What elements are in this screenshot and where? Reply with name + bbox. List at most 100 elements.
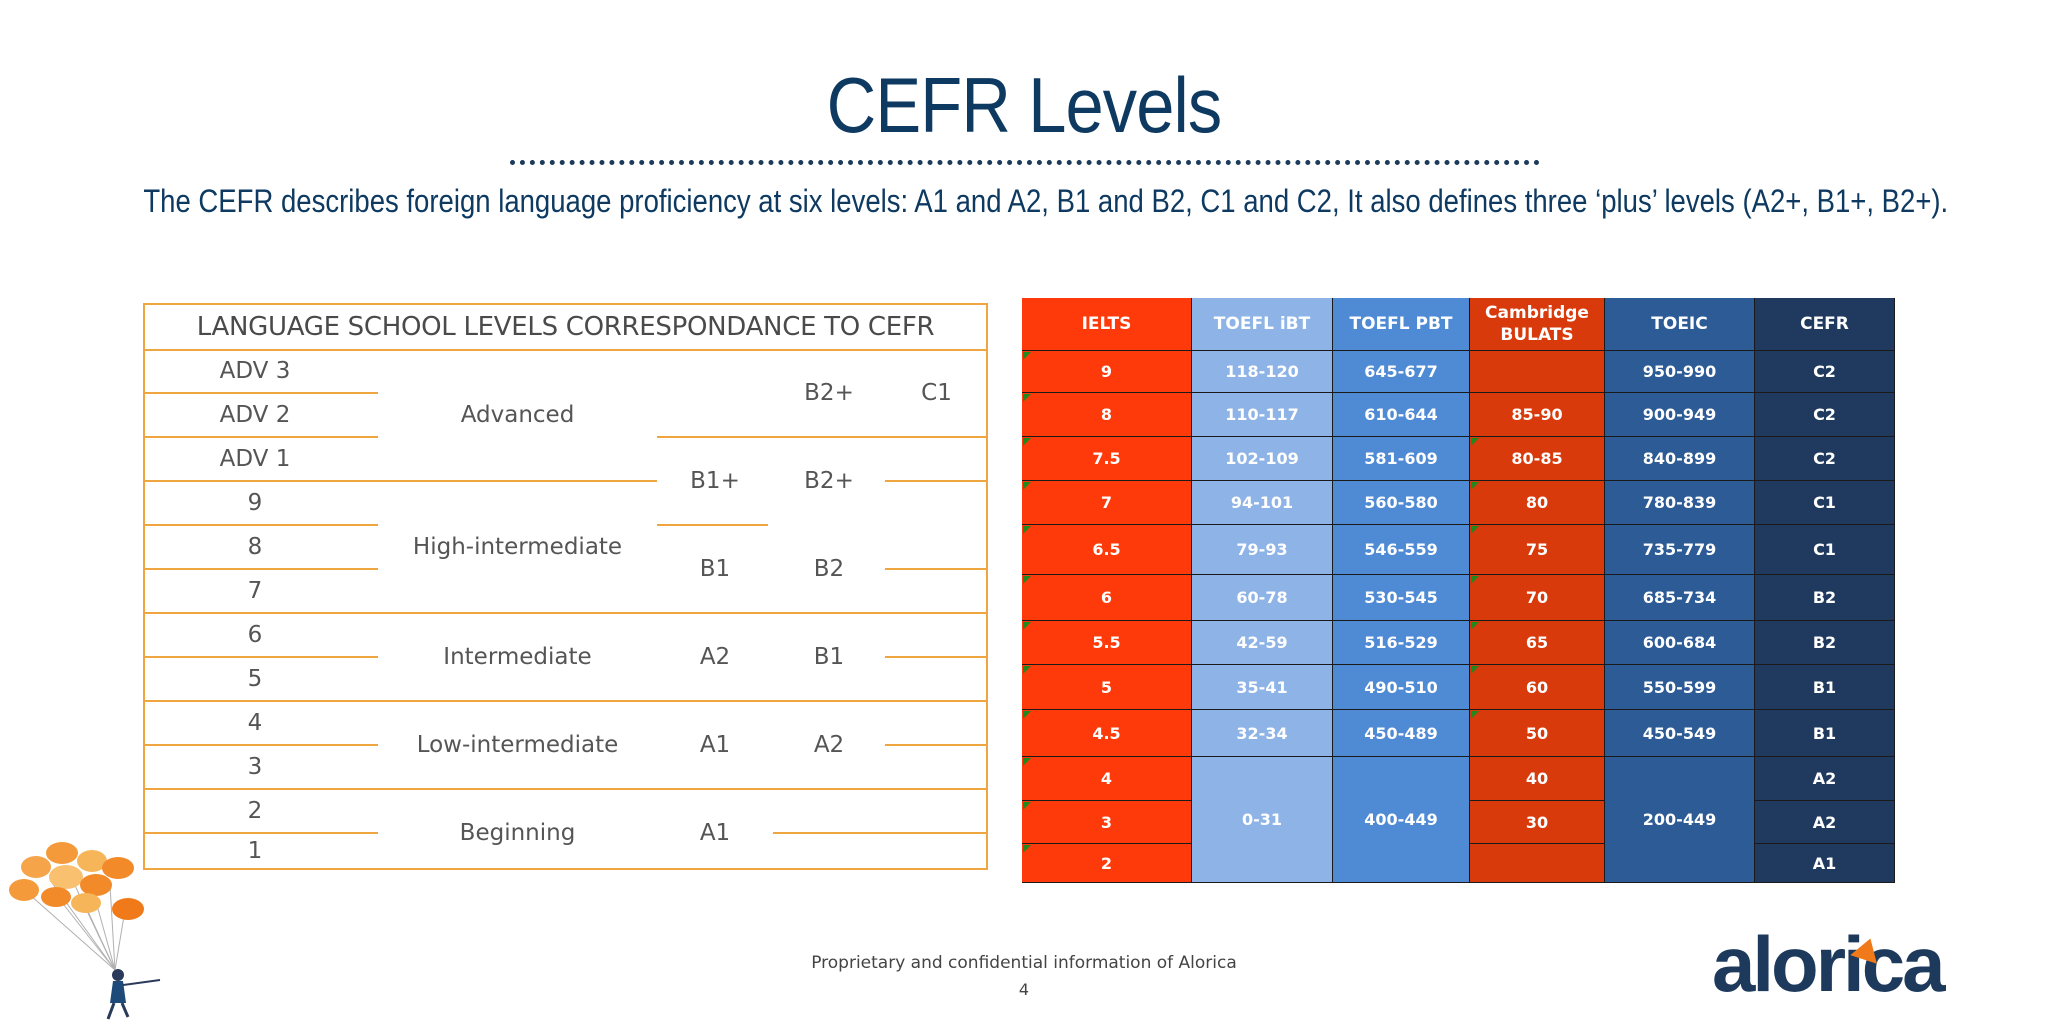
toeic-cell: 685-734 bbox=[1605, 575, 1755, 621]
bulats-cell: 65 bbox=[1470, 621, 1605, 665]
cefr-cell: B2 bbox=[1755, 575, 1895, 621]
bulats-cell bbox=[1470, 351, 1605, 393]
cefr-cell: B1 bbox=[1755, 665, 1895, 710]
toeic-cell: 450-549 bbox=[1605, 710, 1755, 757]
confidential-footer: Proprietary and confidential information… bbox=[811, 953, 1237, 973]
ielts-cell: 7.5 bbox=[1022, 437, 1192, 481]
cefr-cell: C1 bbox=[921, 380, 952, 406]
cefr-cell: B1 bbox=[813, 644, 845, 670]
ielts-cell: 9 bbox=[1022, 351, 1192, 393]
cell-marker-icon bbox=[1471, 526, 1479, 534]
cefr-cell: A2 bbox=[1755, 757, 1895, 801]
ielts-cell: 4.5 bbox=[1022, 710, 1192, 757]
toeic-cell: 780-839 bbox=[1605, 481, 1755, 525]
toefl-pbt-cell: 490-510 bbox=[1333, 665, 1470, 710]
toefl-pbt-cell: 530-545 bbox=[1333, 575, 1470, 621]
toeic-cell: 600-684 bbox=[1605, 621, 1755, 665]
cell-marker-icon bbox=[1471, 666, 1479, 674]
header-cell-toefl-ibt: TOEFL iBT bbox=[1192, 298, 1333, 351]
toefl-pbt-cell: 450-489 bbox=[1333, 710, 1470, 757]
ielts-cell: 2 bbox=[1022, 844, 1192, 883]
toefl-ibt-cell: 110-117 bbox=[1192, 393, 1333, 437]
ielts-cell: 6.5 bbox=[1022, 525, 1192, 575]
level-cell: ADV 2 bbox=[219, 402, 291, 428]
cefr-line bbox=[885, 480, 988, 482]
cefr-line bbox=[885, 656, 988, 658]
level-cell: 4 bbox=[247, 710, 263, 736]
cefr-cell: B2 bbox=[813, 556, 845, 582]
cefr-cell: B2+ bbox=[804, 468, 854, 494]
ielts-cell: 6 bbox=[1022, 575, 1192, 621]
cefr-cell: B1 bbox=[1755, 710, 1895, 757]
level-cell: 8 bbox=[247, 534, 263, 560]
toefl-pbt-cell: 610-644 bbox=[1333, 393, 1470, 437]
toefl-ibt-cell: 32-34 bbox=[1192, 710, 1333, 757]
toefl-pbt-cell: 516-529 bbox=[1333, 621, 1470, 665]
cefr-cell: B1 bbox=[699, 556, 731, 582]
toeic-cell: 900-949 bbox=[1605, 393, 1755, 437]
page-number: 4 bbox=[1018, 980, 1030, 999]
header-cell-ielts: IELTS bbox=[1022, 298, 1192, 351]
cell-marker-icon bbox=[1023, 394, 1031, 402]
cefr-cell: A2 bbox=[813, 732, 845, 758]
ielts-cell: 3 bbox=[1022, 801, 1192, 844]
toefl-pbt-cell: 581-609 bbox=[1333, 437, 1470, 481]
group-cell-advanced: Advanced bbox=[460, 402, 575, 428]
cell-marker-icon bbox=[1023, 622, 1031, 630]
ielts-cell: 5 bbox=[1022, 665, 1192, 710]
school-levels-table: LANGUAGE SCHOOL LEVELS CORRESPONDANCE TO… bbox=[143, 303, 988, 870]
group-cell-high-intermediate: High-intermediate bbox=[412, 534, 623, 560]
header-cell-toeic: TOEIC bbox=[1605, 298, 1755, 351]
level-cell: ADV 1 bbox=[219, 446, 291, 472]
header-cell-cefr: CEFR bbox=[1755, 298, 1895, 351]
level-cell: 9 bbox=[247, 490, 263, 516]
toeic-cell: 840-899 bbox=[1605, 437, 1755, 481]
cefr-cell: A1 bbox=[699, 820, 731, 846]
cefr-cell: A2 bbox=[1755, 801, 1895, 844]
cefr-cell: C2 bbox=[1755, 437, 1895, 481]
ielts-cell: 4 bbox=[1022, 757, 1192, 801]
toefl-pbt-cell: 546-559 bbox=[1333, 525, 1470, 575]
toeic-cell: 950-990 bbox=[1605, 351, 1755, 393]
cell-marker-icon bbox=[1023, 758, 1031, 766]
cell-marker-icon bbox=[1023, 576, 1031, 584]
school-levels-heading: LANGUAGE SCHOOL LEVELS CORRESPONDANCE TO… bbox=[145, 305, 986, 351]
toefl-ibt-cell: 0-31 bbox=[1192, 757, 1333, 883]
bulats-cell: 75 bbox=[1470, 525, 1605, 575]
cell-marker-icon bbox=[1471, 438, 1479, 446]
level-cell: 5 bbox=[247, 666, 263, 692]
bulats-cell: 30 bbox=[1470, 801, 1605, 844]
cefr-line bbox=[657, 524, 768, 526]
balloons-illustration bbox=[9, 842, 161, 1020]
cefr-cell: B1+ bbox=[690, 468, 740, 494]
cefr-line bbox=[885, 568, 988, 570]
cell-marker-icon bbox=[1023, 526, 1031, 534]
group-line bbox=[145, 612, 986, 614]
bulats-cell: 85-90 bbox=[1470, 393, 1605, 437]
bulats-cell: 60 bbox=[1470, 665, 1605, 710]
toefl-ibt-cell: 79-93 bbox=[1192, 525, 1333, 575]
cefr-cell: C2 bbox=[1755, 351, 1895, 393]
cefr-cell: A2 bbox=[699, 644, 731, 670]
row-line bbox=[145, 568, 378, 570]
ielts-cell: 7 bbox=[1022, 481, 1192, 525]
level-cell: 6 bbox=[247, 622, 263, 648]
row-line bbox=[145, 524, 378, 526]
alorica-logo: alorica bbox=[1712, 920, 1945, 1008]
toefl-ibt-cell: 118-120 bbox=[1192, 351, 1333, 393]
cell-marker-icon bbox=[1023, 666, 1031, 674]
toeic-cell: 200-449 bbox=[1605, 757, 1755, 883]
level-cell: 7 bbox=[247, 578, 263, 604]
cefr-cell: B2+ bbox=[804, 380, 854, 406]
cell-marker-icon bbox=[1023, 438, 1031, 446]
cefr-line bbox=[773, 832, 988, 834]
page-subtitle: The CEFR describes foreign language prof… bbox=[143, 183, 1949, 219]
toeic-cell: 735-779 bbox=[1605, 525, 1755, 575]
ielts-cell: 8 bbox=[1022, 393, 1192, 437]
cefr-cell: C1 bbox=[1755, 481, 1895, 525]
level-cell: 1 bbox=[247, 838, 263, 864]
cefr-cell: C1 bbox=[1755, 525, 1895, 575]
group-line bbox=[145, 700, 986, 702]
cefr-cell: A1 bbox=[699, 732, 731, 758]
cefr-line bbox=[657, 436, 988, 438]
